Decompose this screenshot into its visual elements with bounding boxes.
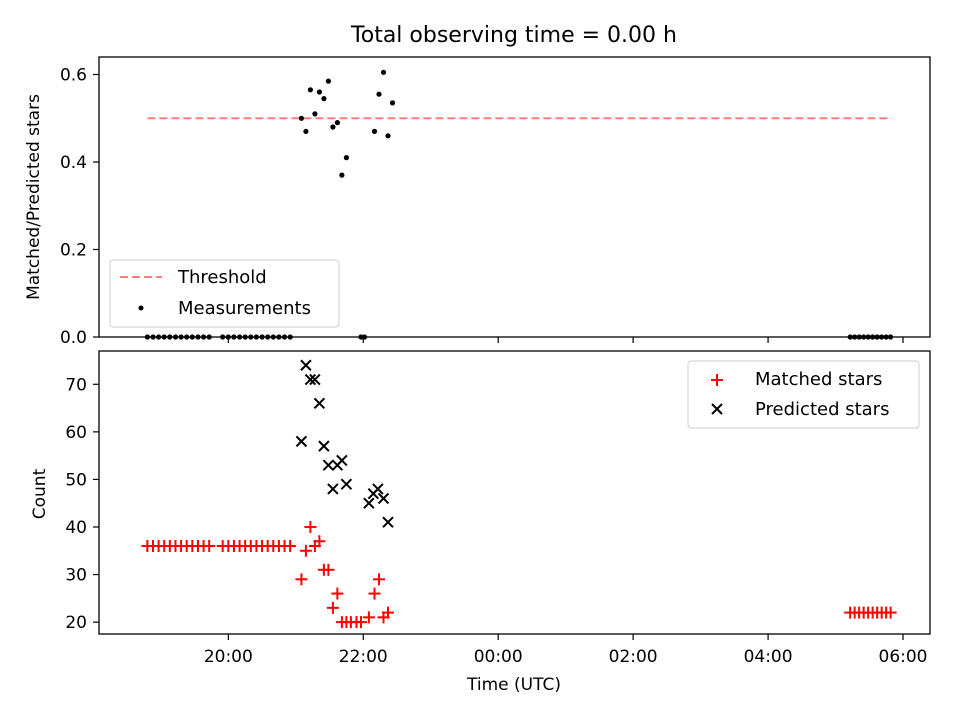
legend-matched-swatch (711, 374, 723, 386)
top-y-tick-label: 0.4 (60, 153, 87, 173)
matched-point (355, 616, 368, 629)
measurement-point (307, 87, 313, 93)
bottom-y-tick-label: 50 (65, 470, 87, 490)
measurement-point (298, 115, 304, 121)
predicted-point (382, 516, 394, 528)
predicted-point (363, 497, 375, 509)
legend-predicted-swatch (711, 403, 723, 415)
bottom-y-tick-label: 60 (65, 423, 87, 443)
matched-point (362, 611, 375, 624)
bottom-legend: Matched stars Predicted stars (687, 360, 920, 429)
matched-point (372, 573, 385, 586)
predicted-point (309, 373, 321, 386)
top-y-axis: 0.0 0.2 0.4 0.6 (60, 66, 99, 348)
measurement-point (380, 69, 387, 75)
legend-threshold-label: Threshold (177, 267, 267, 288)
measurement-point (389, 100, 396, 106)
predicted-point (300, 359, 312, 371)
predicted-point (340, 478, 353, 490)
matched-point (368, 587, 381, 600)
matched-point (326, 601, 339, 614)
x-tick-label: 06:00 (879, 647, 928, 667)
top-y-axis-label: Matched/Predicted stars (24, 94, 44, 300)
x-tick-label: 20:00 (204, 647, 253, 667)
predicted-point (318, 440, 330, 452)
bottom-y-tick-label: 30 (65, 566, 87, 586)
legend-matched-label: Matched stars (755, 369, 882, 390)
matched-point (322, 563, 335, 576)
measurement-point (385, 133, 391, 139)
measurement-point (371, 128, 378, 134)
predicted-point (313, 397, 326, 410)
predicted-point (295, 435, 308, 448)
top-panel: 0.0 0.2 0.4 0.6 Matched/Predicted stars Thr… (24, 56, 931, 348)
bottom-legend-box (687, 360, 920, 429)
matched-point (313, 535, 326, 548)
measurement-point (321, 96, 327, 102)
measurement-point (316, 89, 322, 95)
top-y-tick-label: 0.0 (60, 328, 87, 348)
x-tick-label: 02:00 (609, 647, 658, 667)
predicted-point (336, 454, 348, 467)
matched-point (284, 540, 297, 553)
bottom-y-tick-label: 70 (65, 375, 87, 395)
bottom-y-tick-label: 20 (65, 613, 87, 633)
chart-title: Total observing time = 0.00 h (350, 23, 677, 48)
measurement-point (339, 172, 345, 178)
x-tick-label: 04:00 (744, 647, 793, 667)
predicted-point (322, 459, 335, 471)
measurement-point (330, 124, 336, 130)
predicted-point (327, 483, 339, 495)
top-y-tick-label: 0.6 (60, 66, 87, 86)
predicted-point (377, 492, 390, 505)
top-y-tick-label: 0.2 (60, 241, 87, 261)
measurement-point (343, 155, 349, 161)
measurement-point (312, 111, 318, 117)
top-legend-box (109, 259, 340, 328)
matched-point (299, 544, 312, 557)
bottom-y-axis-label: Count (30, 468, 50, 519)
bottom-plot-frame (98, 350, 931, 635)
x-tick-label: 00:00 (474, 647, 523, 667)
matched-point (381, 606, 394, 619)
x-axis-label: Time (UTC) (466, 675, 561, 695)
bottom-y-axis: 20 30 40 50 60 70 (65, 375, 99, 633)
bottom-x-axis: 20:00 22:00 00:00 02:00 04:00 06:00 (204, 634, 928, 667)
legend-measurements-swatch (138, 305, 144, 311)
matched-point (295, 573, 308, 586)
bottom-marks (141, 359, 897, 629)
predicted-point (372, 483, 384, 495)
bottom-y-tick-label: 40 (65, 518, 87, 538)
matched-point (331, 587, 344, 600)
matched-point (203, 540, 216, 553)
matched-point (884, 606, 897, 619)
measurement-point (334, 120, 340, 126)
measurement-point (303, 128, 309, 134)
matched-point (304, 520, 317, 533)
measurement-point (376, 91, 382, 97)
predicted-point (304, 373, 317, 386)
top-x-ticks (227, 337, 904, 343)
x-tick-label: 22:00 (339, 647, 388, 667)
legend-predicted-label: Predicted stars (755, 399, 889, 420)
bottom-panel: 20 30 40 50 60 70 20:00 22:00 00:00 02:00 04:00 06… (30, 350, 931, 695)
measurement-point (325, 78, 331, 84)
top-legend: Threshold Measurements (109, 259, 340, 328)
legend-measurements-label: Measurements (178, 298, 311, 319)
top-plot-frame (98, 56, 931, 338)
